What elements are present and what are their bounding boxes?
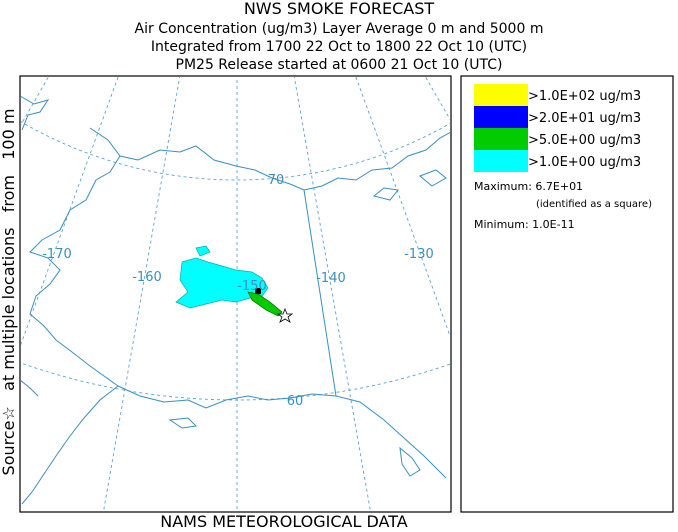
map	[21, 77, 450, 511]
legend-label: >1.0E+02 ug/m3	[528, 89, 641, 104]
map-label: -130	[404, 247, 434, 262]
maximum-marker	[255, 288, 261, 294]
map-label: -170	[42, 247, 72, 262]
legend-swatch	[474, 84, 528, 106]
map-label: 70	[268, 173, 285, 188]
legend-label: >5.0E+00 ug/m3	[528, 133, 641, 148]
maximum-note: (identified as a square)	[536, 199, 652, 210]
legend-swatch	[474, 150, 528, 172]
footer: NAMS METEOROLOGICAL DATA	[160, 512, 408, 531]
minimum: Minimum: 1.0E-11	[474, 218, 575, 231]
legend-label: >1.0E+00 ug/m3	[528, 155, 641, 170]
side-label: Source☆ at multiple locations from 100 m	[0, 109, 18, 476]
map-label: 60	[287, 394, 304, 409]
coastline	[21, 95, 450, 505]
subtitle: Integrated from 1700 22 Oct to 1800 22 O…	[151, 39, 527, 55]
legend-label: >2.0E+01 ug/m3	[528, 111, 641, 126]
plume	[195, 245, 211, 257]
graticule	[21, 77, 450, 511]
legend-swatch	[474, 128, 528, 150]
legend: >1.0E+02 ug/m3 >2.0E+01 ug/m3 >5.0E+00 ug/…	[474, 84, 641, 172]
subtitle: Air Concentration (ug/m3) Layer Average …	[135, 21, 544, 37]
title: NWS SMOKE FORECAST	[244, 0, 435, 18]
map-label: -160	[132, 270, 162, 285]
legend-frame	[460, 75, 674, 513]
plume-core	[247, 291, 283, 317]
legend-swatch	[474, 106, 528, 128]
map-frame	[19, 75, 452, 513]
map-label: -140	[316, 271, 346, 286]
map-label: -150	[237, 279, 267, 294]
subtitle: PM25 Release started at 0600 21 Oct 10 (…	[176, 57, 503, 73]
maximum: Maximum: 6.7E+01	[474, 180, 583, 193]
source-star	[276, 307, 294, 323]
